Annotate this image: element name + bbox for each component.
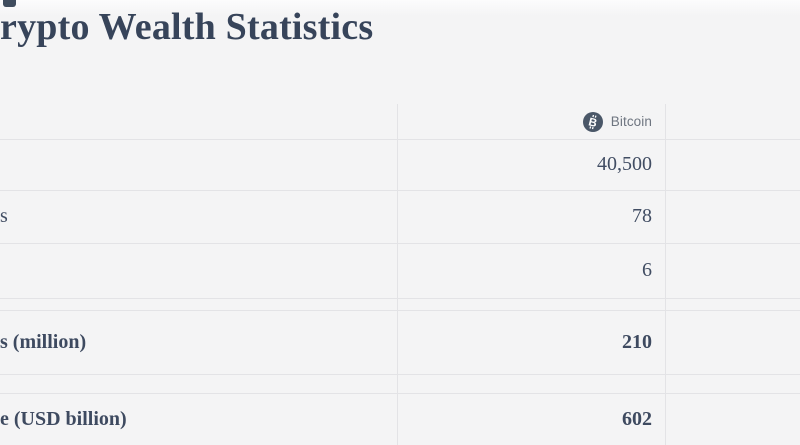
table-row: s (million) 210 [0, 310, 800, 374]
row-label: e (USD billion) [0, 407, 127, 430]
column-divider [397, 104, 398, 445]
column-divider [665, 104, 666, 445]
table-header-row: B Bitcoin [0, 104, 800, 139]
top-gradient [0, 0, 800, 16]
row-divider [0, 393, 800, 394]
row-divider [0, 298, 800, 299]
row-label: s (million) [0, 330, 87, 353]
bitcoin-column-header: B Bitcoin [397, 104, 665, 139]
bitcoin-column-label: Bitcoin [610, 114, 652, 129]
table-row: e (USD billion) 602 [0, 393, 800, 445]
row-label: s [0, 205, 8, 227]
row-value: 78 [632, 205, 652, 227]
row-divider [0, 310, 800, 311]
table-row: s 78 [0, 190, 800, 243]
row-value: 6 [642, 259, 652, 281]
row-divider [0, 374, 800, 375]
table-row: 40,500 [0, 139, 800, 190]
row-value: 40,500 [597, 153, 652, 175]
row-divider [0, 243, 800, 244]
row-value: 602 [622, 407, 652, 430]
row-divider [0, 190, 800, 191]
svg-text:B: B [587, 116, 598, 130]
bitcoin-icon: B [582, 111, 603, 132]
page-title: rypto Wealth Statistics [0, 6, 374, 48]
cutoff-ui-fragment [3, 0, 16, 7]
table-row: 6 [0, 243, 800, 298]
row-divider [0, 139, 800, 140]
row-value: 210 [622, 330, 652, 353]
